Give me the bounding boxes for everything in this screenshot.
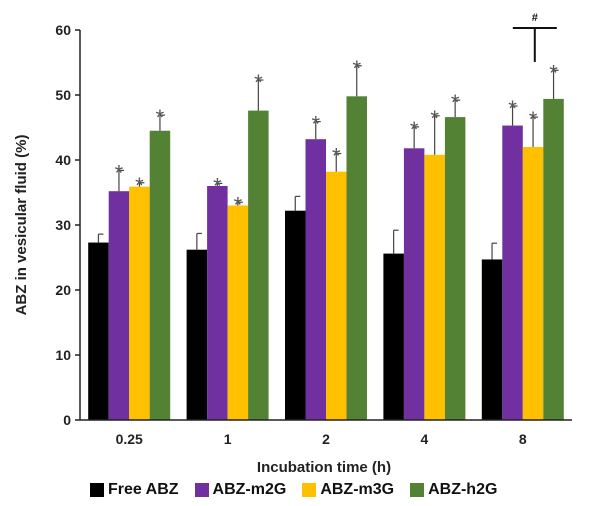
bar-free-abz-2 [285,210,306,420]
significance-star: * [352,56,361,81]
significance-star: * [430,106,439,131]
y-tick-label: 50 [55,87,71,103]
significance-star: * [508,96,517,121]
y-axis-ticks: 0 10 20 30 40 50 60 [55,22,80,428]
significance-star: * [213,173,222,198]
significance-star: * [410,117,419,142]
bar-free-abz-8 [481,259,503,420]
significance-star: * [156,105,165,130]
significance-star: * [135,173,144,198]
bar-free-abz-1 [186,249,208,420]
significance-star: * [529,107,538,132]
bar-abz-h2g-4 [444,117,466,420]
bar-free-abz-0.25 [88,242,109,420]
significance-star: * [332,144,341,169]
significance-star: * [549,60,558,85]
legend-item: Free ABZ [90,481,179,499]
y-axis-label: ABZ in vesicular fluid (%) [13,135,30,316]
bars [88,96,564,421]
y-tick-label: 30 [55,217,71,233]
legend-label: ABZ-m3G [320,481,395,498]
y-tick-label: 60 [55,22,71,38]
bar-abz-m3g-2 [326,171,347,420]
legend: Free ABZ ABZ-m2G ABZ-m3G ABZ-h2G [90,478,590,502]
legend-item: ABZ-h2G [410,481,497,499]
bar-abz-m2g-1 [207,186,228,420]
bar-abz-m2g-4 [403,148,425,421]
bar-abz-m3g-8 [522,147,544,420]
y-tick-label: 10 [55,347,71,363]
bar-abz-m2g-0.25 [108,191,130,420]
bar-abz-h2g-2 [346,96,367,421]
x-axis-label: Incubation time (h) [257,459,391,476]
legend-label: Free ABZ [108,481,179,498]
legend-swatch [302,483,317,497]
significance-star: * [451,90,460,115]
bar-abz-m3g-0.25 [129,186,150,420]
significance-markers: * * * * * * * * * * * * * * * [115,56,559,218]
x-axis-ticks: 0.25 1 2 4 8 [116,431,527,447]
legend-label: ABZ-h2G [428,481,498,498]
annotation-hash: # [532,12,538,24]
legend-label: ABZ-m2G [212,481,287,498]
legend-item: ABZ-m3G [302,481,394,499]
bar-abz-h2g-8 [543,98,564,421]
significance-star: * [311,112,320,137]
legend-swatch [194,483,209,497]
bar-abz-m2g-2 [305,139,326,420]
x-tick-label: 4 [421,431,429,447]
x-tick-label: 8 [519,431,527,447]
bar-abz-h2g-1 [248,110,269,420]
significance-star: * [234,192,243,217]
significance-star: * [115,160,124,185]
y-tick-label: 20 [55,282,71,298]
x-tick-label: 2 [322,431,330,447]
bar-abz-m3g-1 [227,205,249,420]
legend-swatch [410,483,425,497]
legend-swatch [90,483,104,497]
bar-chart: 0 10 20 30 40 50 60 * * * * * * * * * * * * * * * 0.25 1 2 4 8 #… [13,12,572,476]
legend-item: ABZ-m2G [194,481,287,499]
bar-abz-m2g-8 [502,125,523,421]
bar-abz-m3g-4 [424,154,445,421]
y-tick-label: 0 [63,412,71,428]
bar-abz-h2g-0.25 [149,130,171,420]
error-bars [97,65,559,260]
y-tick-label: 40 [55,152,71,168]
x-tick-label: 1 [224,431,232,447]
annotation-bracket: # [512,12,557,62]
x-tick-label: 0.25 [116,431,143,447]
bar-free-abz-4 [383,253,404,420]
significance-star: * [254,70,263,95]
